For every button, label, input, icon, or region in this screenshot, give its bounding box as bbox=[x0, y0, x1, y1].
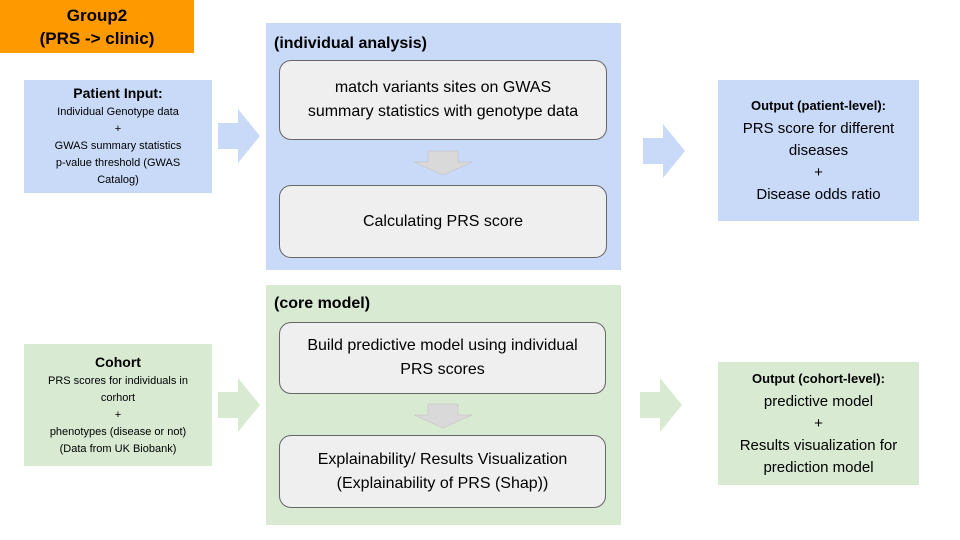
build-model-line: Build predictive model using individual bbox=[307, 337, 578, 354]
build-model-step: Build predictive model using individual … bbox=[279, 322, 606, 394]
group-title-box: Group2 (PRS -> clinic) bbox=[0, 0, 194, 53]
patient-input-line: + bbox=[114, 123, 122, 135]
cohort-output-line: Results visualization for bbox=[739, 436, 898, 454]
patient-input-line: p-value threshold (GWAS bbox=[55, 157, 181, 169]
individual-down-arrow bbox=[413, 150, 473, 176]
build-model-line: PRS scores bbox=[400, 361, 485, 378]
explainability-step: Explainability/ Results Visualization (E… bbox=[279, 435, 606, 508]
core-model-label: (core model) bbox=[274, 295, 371, 312]
cohort-input-heading: Cohort bbox=[95, 353, 141, 370]
patient-output-line: PRS score for different bbox=[742, 119, 895, 137]
cohort-output-arrow bbox=[640, 378, 682, 432]
match-variants-line: match variants sites on GWAS bbox=[334, 79, 552, 96]
match-variants-step: match variants sites on GWAS summary sta… bbox=[279, 60, 607, 140]
individual-analysis-label: (individual analysis) bbox=[274, 35, 427, 52]
cohort-input-box: Cohort PRS scores for individuals in cor… bbox=[24, 344, 212, 466]
cohort-output-line: prediction model bbox=[763, 458, 874, 476]
match-variants-line: summary statistics with genotype data bbox=[307, 103, 579, 120]
patient-output-line: + bbox=[814, 163, 823, 181]
patient-input-line: Catalog) bbox=[97, 174, 139, 186]
patient-input-heading: Patient Input: bbox=[73, 85, 163, 101]
cohort-output-box: Output (cohort-level): predictive model … bbox=[718, 362, 919, 485]
calculating-prs-step: Calculating PRS score bbox=[279, 185, 607, 258]
patient-output-arrow bbox=[643, 124, 685, 178]
cohort-input-line: (Data from UK Biobank) bbox=[59, 442, 177, 455]
cohort-output-line: predictive model bbox=[763, 392, 874, 410]
patient-input-line: GWAS summary statistics bbox=[54, 140, 182, 152]
calculating-prs-line: Calculating PRS score bbox=[362, 212, 524, 230]
cohort-input-line: corhort bbox=[100, 391, 136, 404]
group-title-line2: (PRS -> clinic) bbox=[39, 28, 155, 48]
patient-input-line: Individual Genotype data bbox=[57, 106, 179, 118]
cohort-input-line: + bbox=[114, 408, 122, 421]
core-down-arrow bbox=[413, 403, 473, 429]
group-title-line1: Group2 bbox=[66, 5, 128, 25]
cohort-input-arrow bbox=[218, 378, 260, 432]
patient-input-box: Patient Input: Individual Genotype data … bbox=[24, 80, 212, 193]
cohort-input-line: phenotypes (disease or not) bbox=[49, 425, 187, 438]
explainability-line: Explainability/ Results Visualization bbox=[317, 450, 568, 468]
patient-input-arrow bbox=[218, 109, 260, 163]
cohort-output-heading: Output (cohort-level): bbox=[752, 370, 885, 386]
explainability-line: (Explainability of PRS (Shap)) bbox=[336, 474, 549, 492]
patient-output-heading: Output (patient-level): bbox=[750, 97, 887, 113]
cohort-output-line: + bbox=[814, 414, 823, 432]
patient-output-line: Disease odds ratio bbox=[756, 185, 881, 203]
patient-output-line: diseases bbox=[788, 141, 849, 159]
cohort-input-line: PRS scores for individuals in bbox=[47, 374, 188, 387]
patient-output-box: Output (patient-level): PRS score for di… bbox=[718, 80, 919, 221]
